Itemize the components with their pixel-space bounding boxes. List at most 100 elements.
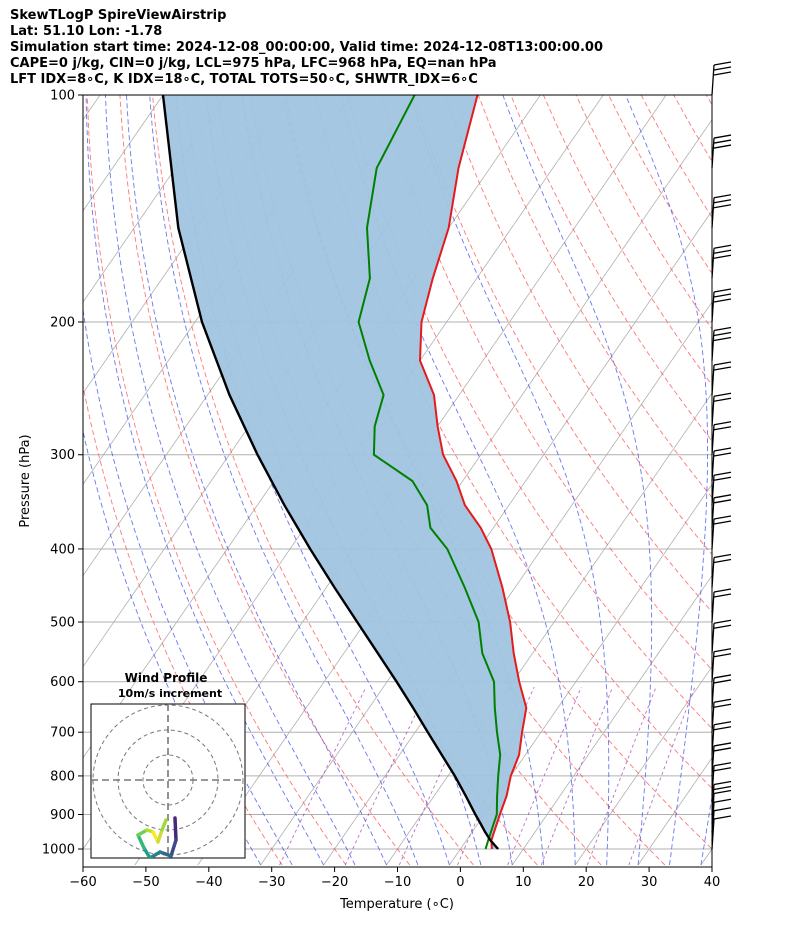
y-tick-label: 600	[50, 675, 75, 690]
moist-adiabat	[105, 95, 356, 866]
mixing-ratio-line	[344, 686, 429, 866]
wind-barb	[711, 553, 732, 588]
dry-adiabat	[83, 384, 283, 866]
time-line: Simulation start time: 2024-12-08_00:00:…	[10, 40, 603, 55]
hodograph-segment	[160, 818, 168, 832]
x-tick-label: 30	[641, 875, 658, 890]
moist-adiabat	[339, 95, 576, 866]
wind-barb	[711, 471, 732, 506]
hodograph-segment	[173, 816, 178, 842]
wind-barb	[711, 288, 732, 323]
wind-barb	[711, 361, 732, 396]
mixing-ratio-line	[279, 686, 367, 866]
axes: −60 −50 −40 −30 −20 −10 0 10 20 30 40 100 200 300 400 5…	[42, 89, 720, 891]
x-tick-label: −60	[69, 875, 96, 890]
moist-adiabat	[83, 306, 293, 866]
wind-barb	[711, 61, 732, 96]
wind-barb	[711, 588, 732, 623]
x-tick-label: 0	[456, 875, 464, 890]
hodograph-segment	[136, 833, 146, 850]
wind-barb	[711, 134, 732, 169]
moist-adiabat	[126, 95, 387, 866]
dry-adiabat	[608, 95, 712, 274]
dry-adiabat	[510, 95, 712, 442]
hodograph-segment	[148, 850, 162, 858]
hodograph-inset: Wind Profile 10m/s increment	[90, 671, 246, 859]
y-tick-label: 100	[50, 89, 75, 104]
wind-barb	[711, 494, 732, 528]
moist-adiabat	[149, 95, 419, 866]
wind-barb	[711, 742, 732, 776]
parcel-line	[161, 95, 499, 850]
moist-adiabat	[625, 95, 709, 866]
hodograph-plot	[91, 704, 245, 858]
dry-adiabat	[542, 95, 712, 386]
cape-indices-line: CAPE=0 j/kg, CIN=0 j/kg, LCL=975 hPa, LF…	[10, 56, 497, 71]
wind-barb	[711, 807, 732, 841]
dry-adiabat	[119, 95, 411, 866]
y-tick-label: 800	[50, 769, 75, 784]
wind-barb	[711, 392, 732, 427]
x-tick-label: −50	[132, 875, 159, 890]
wind-barb	[711, 619, 732, 654]
wind-barb	[711, 515, 732, 549]
dry-adiabat	[673, 95, 712, 162]
wind-barb	[711, 762, 732, 796]
y-tick-label: 400	[50, 542, 75, 557]
x-tick-label: 40	[704, 875, 721, 890]
moist-adiabat	[502, 95, 653, 866]
y-tick-label: 1000	[42, 843, 75, 858]
dry-adiabat	[152, 95, 474, 866]
wind-barb	[711, 421, 732, 455]
y-tick-label: 700	[50, 726, 75, 741]
dry-adiabat	[347, 95, 712, 730]
isotherm--120	[83, 95, 227, 303]
wind-barb	[711, 648, 732, 682]
hodograph-subtitle: 10m/s increment	[118, 687, 222, 700]
isotherm-10	[511, 574, 712, 866]
sounding-traces	[161, 95, 528, 850]
isotherm-20	[574, 665, 712, 866]
wind-barb	[711, 326, 732, 361]
x-tick-label: −10	[384, 875, 411, 890]
isotherm-50	[764, 95, 794, 865]
x-tick-label: 10	[515, 875, 532, 890]
dry-adiabat	[772, 95, 794, 865]
dry-adiabat	[739, 95, 794, 865]
wind-barb	[711, 798, 732, 833]
hodograph-segment	[169, 838, 178, 858]
wind-barb	[711, 815, 732, 850]
y-axis-label: Pressure (hPa)	[18, 434, 33, 527]
wind-barb	[711, 698, 732, 733]
y-tick-label: 300	[50, 448, 75, 463]
chart-title: SkewTLogP SpireViewAirstrip	[10, 8, 227, 23]
isotherm--20	[323, 301, 712, 866]
mixing-ratio-line	[457, 686, 535, 866]
mixing-ratio-line	[628, 686, 696, 866]
mixing-ratio-line	[398, 686, 480, 866]
mixing-ratio-line	[507, 686, 582, 866]
y-tick-label: 500	[50, 616, 75, 631]
dry-adiabat	[445, 95, 712, 556]
wind-barb	[711, 721, 732, 755]
temperature-line	[418, 95, 528, 850]
wind-barb	[711, 244, 732, 279]
x-tick-label: 20	[578, 875, 595, 890]
dry-adiabat	[477, 95, 712, 499]
x-tick-label: −20	[321, 875, 348, 890]
cin-cape-shading	[163, 95, 527, 849]
wind-barb	[711, 194, 732, 228]
isotherm-0	[449, 483, 712, 866]
x-axis-label: Temperature (∘C)	[339, 897, 454, 912]
hodograph-segment	[156, 828, 164, 844]
mixing-ratio-line	[540, 686, 614, 866]
wind-barb	[711, 674, 732, 708]
stability-indices-line: LFT IDX=8∘C, K IDX=18∘C, TOTAL TOTS=50∘C…	[10, 72, 478, 87]
y-tick-label: 900	[50, 808, 75, 823]
wind-barb	[711, 447, 732, 482]
y-tick-label: 200	[50, 315, 75, 330]
hodograph-title: Wind Profile	[125, 671, 208, 685]
hodograph-segment	[142, 846, 152, 858]
wind-barbs	[711, 61, 732, 850]
hodograph-segment	[158, 850, 173, 858]
